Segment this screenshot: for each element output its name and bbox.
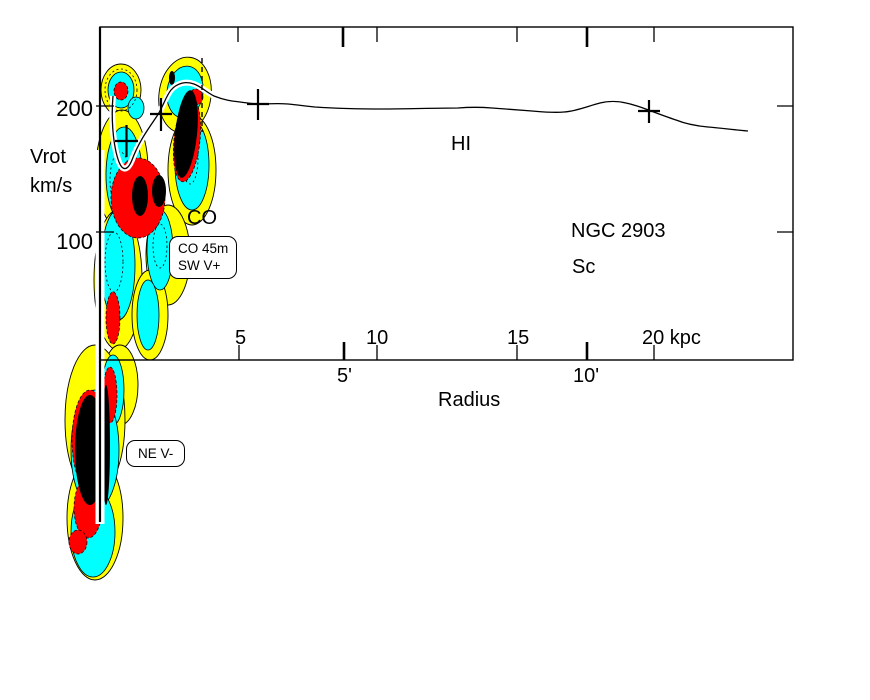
x-tick-label-5kpc: 5	[235, 327, 247, 349]
co-map-label: CO	[187, 207, 217, 229]
galaxy-title: NGC 2903	[571, 220, 666, 242]
y-axis-title-line1: Vrot	[30, 146, 66, 168]
x-tick-label-10arcmin: 10'	[573, 365, 600, 387]
hi-curve-label: HI	[451, 133, 471, 155]
co-45m-callout-line2: SW V+	[178, 258, 221, 274]
ne-callout-text: NE V-	[138, 446, 174, 461]
co-45m-callout-line1: CO 45m	[178, 241, 229, 256]
co-45m-callout: CO 45m SW V+	[169, 236, 238, 279]
error-bar-markers	[115, 89, 660, 157]
x-axis-title: Radius	[438, 389, 501, 411]
hi-rotation-curve	[111, 82, 749, 170]
y-tick-label-100: 100	[56, 229, 93, 254]
axis-ticks-thin	[96, 27, 793, 360]
y-axis-title-line2: km/s	[30, 175, 73, 197]
galaxy-type: Sc	[572, 256, 596, 278]
ne-callout: NE V-	[126, 440, 186, 468]
plot-frame	[99, 26, 794, 361]
x-tick-label-10kpc: 10	[366, 327, 389, 349]
axis-ticks-arcmin-thick	[341, 27, 589, 360]
x-tick-label-15kpc: 15	[507, 327, 530, 349]
x-tick-label-5arcmin: 5'	[337, 365, 352, 387]
y-tick-label-200: 200	[56, 96, 93, 121]
x-tick-label-20kpc: 20 kpc	[642, 327, 701, 349]
